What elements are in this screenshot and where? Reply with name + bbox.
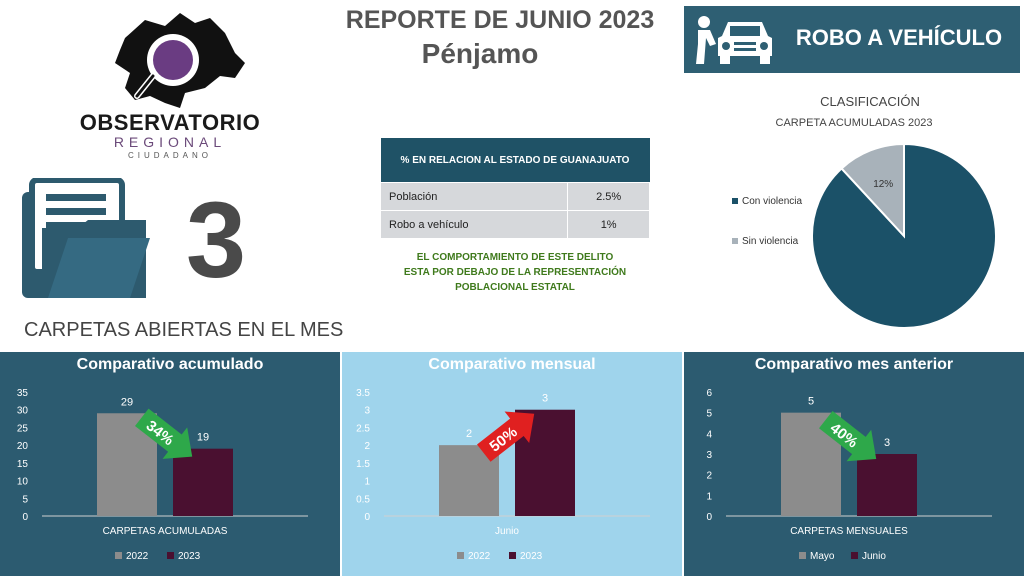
- panel-title: Comparativo acumulado: [76, 356, 264, 373]
- change-arrow-shape: [135, 408, 193, 459]
- x-category-label: CARPETAS ACUMULADAS: [103, 526, 228, 537]
- crime-type-banner: ROBO A VEHÍCULO: [684, 6, 1020, 73]
- legend-swatch: [457, 552, 464, 559]
- bar-2023: [173, 448, 233, 516]
- open-folders-label: CARPETAS ABIERTAS EN EL MES: [24, 319, 344, 341]
- pie-chart-subtitle: CARPETA ACUMULADAS 2023: [775, 117, 933, 129]
- bar-data-label: 19: [197, 432, 209, 444]
- y-tick-label: 2.5: [356, 423, 370, 434]
- y-tick-label: 0.5: [356, 494, 370, 505]
- bar-data-label: 29: [121, 396, 133, 408]
- pie-data-label: 89%: [930, 325, 950, 336]
- y-tick-label: 0: [364, 512, 370, 523]
- relation-table-header: % EN RELACION AL ESTADO DE GUANAJUATO: [380, 138, 650, 183]
- y-tick-label: 1.5: [356, 459, 370, 470]
- y-tick-label: 2: [364, 441, 370, 452]
- y-tick-label: 3: [364, 406, 370, 417]
- change-arrow-shape: [477, 411, 535, 462]
- behavior-note-line: POBLACIONAL ESTATAL: [455, 282, 575, 293]
- pie-chart-title: CLASIFICACIÓN: [820, 94, 920, 109]
- y-tick-label: 30: [17, 406, 29, 417]
- legend-swatch: [509, 552, 516, 559]
- table-row: Población 2.5%: [379, 182, 650, 211]
- table-cell-label: Robo a vehículo: [379, 210, 569, 239]
- car-thief-icon: [696, 16, 772, 64]
- x-category-label: Junio: [495, 526, 519, 537]
- monthly-comparison-panel: 0 0.5 1 1.5 2 2.5 3 3.5 2 3 Junio 2022 2023 50% Compa…: [342, 352, 682, 576]
- pie-chart: 89% 12% Con violencia Sin violencia: [732, 142, 997, 336]
- bar-data-label: 3: [542, 393, 548, 405]
- table-cell-label: Población: [379, 182, 569, 211]
- bar-data-label: 3: [884, 437, 890, 449]
- y-tick-label: 1: [706, 491, 712, 502]
- legend-label: Mayo: [810, 551, 835, 562]
- y-tick-label: 15: [17, 459, 29, 470]
- legend-label: 2022: [126, 551, 149, 562]
- behavior-note-line: EL COMPORTAMIENTO DE ESTE DELITO: [416, 252, 614, 263]
- accumulated-comparison-panel: 0 5 10 15 20 25 30 35 29 19 CARPETAS ACUMULADAS 202…: [0, 352, 340, 576]
- y-tick-label: 10: [17, 477, 29, 488]
- legend-label: 2023: [178, 551, 201, 562]
- legend-label: 2023: [520, 551, 543, 562]
- legend-swatch: [732, 198, 738, 204]
- previous-month-comparison-panel: 0 1 2 3 4 5 6 5 3 CARPETAS MENSUALES Mayo Junio 40% …: [684, 352, 1024, 576]
- y-tick-label: 25: [17, 423, 29, 434]
- y-tick-label: 0: [22, 512, 28, 523]
- y-tick-label: 6: [706, 388, 712, 399]
- logo-ciudadano: CIUDADANO: [127, 151, 212, 160]
- legend-label: Con violencia: [742, 196, 802, 207]
- observatorio-logo-icon: [115, 13, 245, 108]
- legend-swatch: [732, 238, 738, 244]
- legend-swatch: [115, 552, 122, 559]
- legend-label: Sin violencia: [742, 236, 799, 247]
- folder-icon: [22, 178, 150, 298]
- y-tick-label: 4: [706, 429, 712, 440]
- y-tick-label: 3.5: [356, 388, 370, 399]
- panel-title: Comparativo mensual: [428, 356, 596, 373]
- y-tick-label: 2: [706, 471, 712, 482]
- legend-swatch: [167, 552, 174, 559]
- table-cell-value: 2.5%: [567, 182, 650, 211]
- behavior-note-line: ESTA POR DEBAJO DE LA REPRESENTACIÓN: [403, 267, 627, 278]
- open-folders-count: 3: [185, 179, 247, 300]
- pie-slice-sin-violencia: [840, 142, 905, 239]
- table-cell-value: 1%: [567, 210, 650, 239]
- accumulated-bar-chart: 0 5 10 15 20 25 30 35 29 19 CARPETAS ACUMULADAS 202…: [17, 388, 308, 562]
- banner-title: ROBO A VEHÍCULO: [795, 25, 1003, 50]
- y-tick-label: 3: [706, 450, 712, 461]
- change-arrow-shape: [819, 410, 877, 462]
- legend-swatch: [799, 552, 806, 559]
- bar-data-label: 5: [808, 396, 814, 408]
- logo-regional: REGIONAL: [113, 134, 227, 150]
- y-tick-label: 5: [706, 409, 712, 420]
- bar-Junio: [857, 454, 917, 516]
- behavior-note: EL COMPORTAMIENTO DE ESTE DELITO ESTA PO…: [380, 250, 650, 295]
- panel-title: Comparativo mes anterior: [754, 356, 954, 373]
- legend-swatch: [851, 552, 858, 559]
- pie-data-label: 12%: [873, 179, 893, 190]
- logo-name: OBSERVATORIO: [79, 110, 261, 135]
- bar-data-label: 2: [466, 428, 472, 440]
- x-category-label: CARPETAS MENSUALES: [790, 526, 908, 537]
- report-title: REPORTE DE JUNIO 2023: [345, 6, 655, 34]
- legend-label: Junio: [862, 551, 886, 562]
- municipality-name: Pénjamo: [421, 38, 539, 69]
- legend-label: 2022: [468, 551, 491, 562]
- state-relation-table: % EN RELACION AL ESTADO DE GUANAJUATO Po…: [379, 138, 650, 239]
- y-tick-label: 35: [17, 388, 29, 399]
- table-row: Robo a vehículo 1%: [379, 210, 650, 239]
- y-tick-label: 20: [17, 441, 29, 452]
- y-tick-label: 1: [364, 477, 370, 488]
- y-tick-label: 0: [706, 512, 712, 523]
- y-tick-label: 5: [22, 494, 28, 505]
